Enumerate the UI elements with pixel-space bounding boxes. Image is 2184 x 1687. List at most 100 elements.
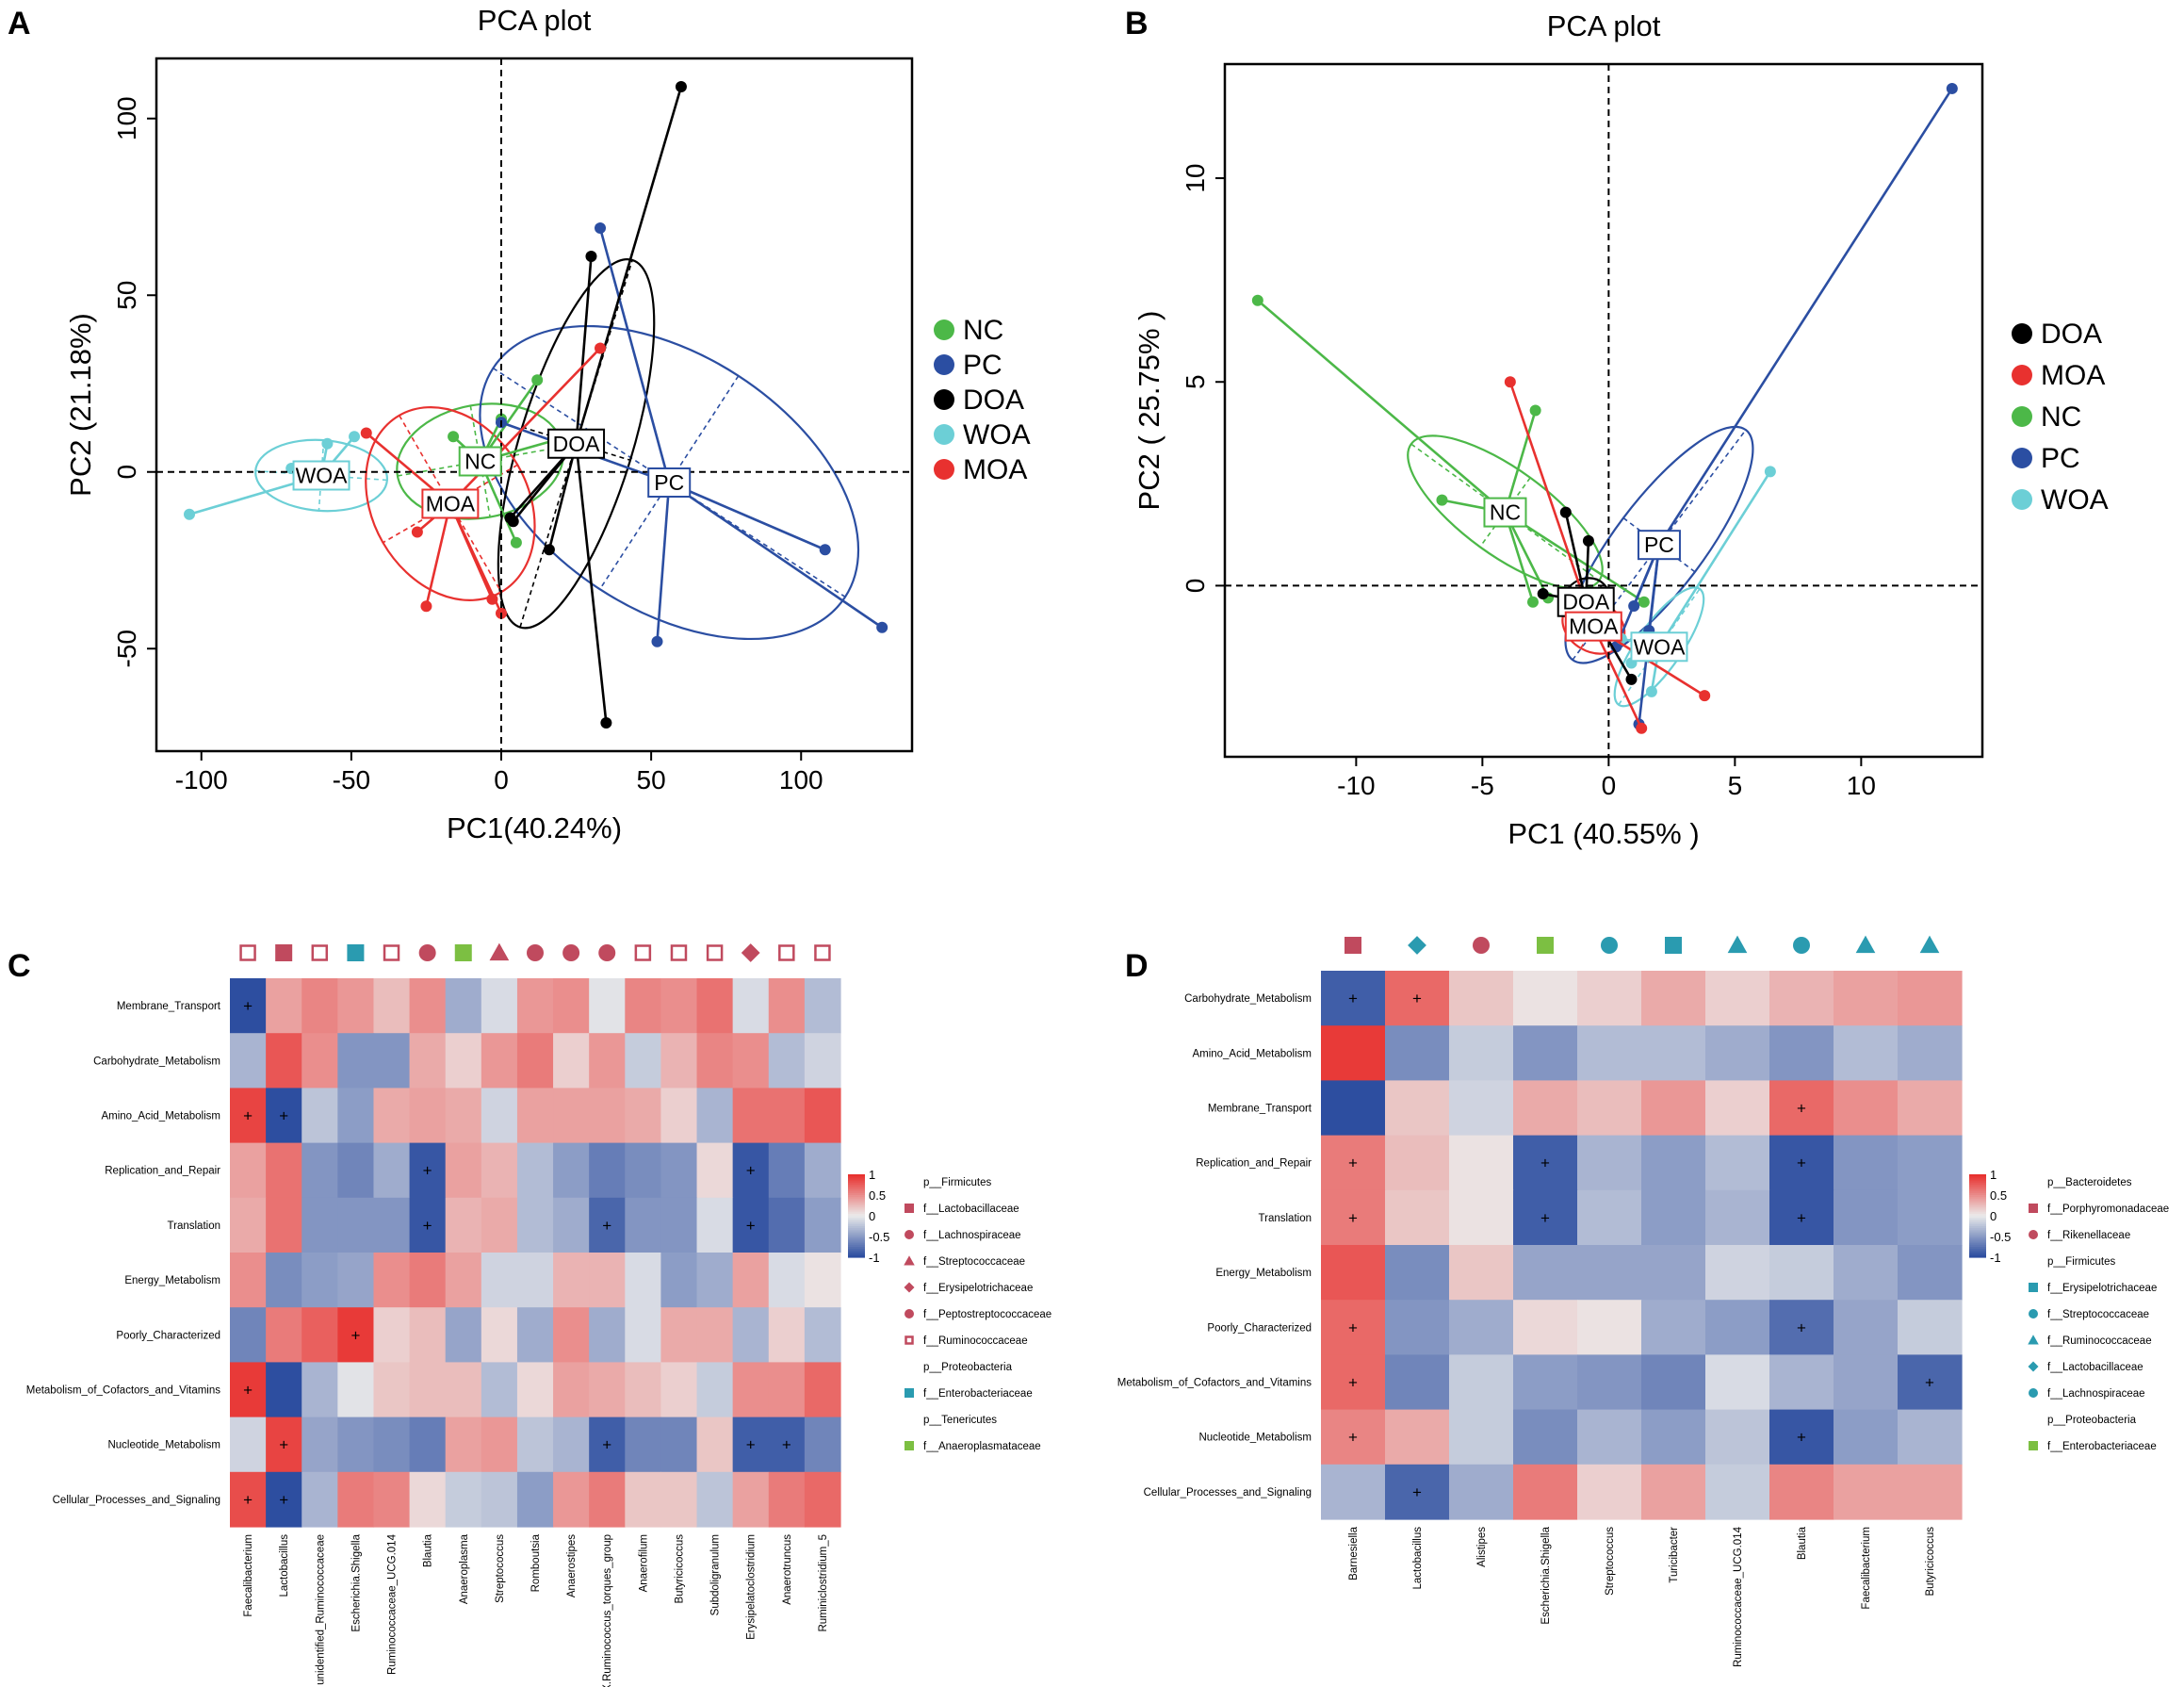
heatmap-cell: [660, 1142, 698, 1199]
heatmap-cell: [230, 1307, 267, 1363]
group-label-box-NC: [1483, 497, 1527, 528]
legend-label: f__Porphyromonadaceae: [2047, 1204, 2169, 1215]
point-MOA: [360, 427, 372, 439]
heatmap-cell: [409, 1417, 447, 1473]
heatmap-cell: [337, 1307, 375, 1363]
column-label: Barnesiella: [1348, 1526, 1360, 1580]
colorbar-segment: [1969, 1220, 1986, 1223]
y-tick-label: 50: [112, 281, 141, 310]
heatmap-cell: [1898, 1245, 1963, 1301]
heatmap-cell: [445, 1362, 482, 1418]
heatmap-cell: [804, 1142, 841, 1199]
column-marker: [1727, 935, 1748, 954]
legend-marker: [2029, 1441, 2038, 1450]
heatmap-cell: [804, 1307, 841, 1363]
heatmap-cell: [553, 1307, 590, 1363]
column-label: Streptococcus: [495, 1534, 506, 1603]
column-marker: [1408, 936, 1426, 955]
column-marker: [1793, 937, 1810, 954]
group-label-NC: NC: [465, 450, 496, 474]
colorbar-segment: [848, 1187, 865, 1189]
spider-line-MOA: [448, 502, 494, 600]
legend-marker-WOA: [2012, 489, 2032, 510]
heatmap-cell: [1385, 1354, 1450, 1411]
significance-mark: +: [243, 997, 253, 1015]
heatmap-cell: [589, 978, 626, 1034]
column-label: Anaerostipes: [566, 1534, 578, 1597]
heatmap-cell: [516, 1033, 554, 1089]
heatmap-cell: [373, 1253, 411, 1308]
heatmap-cell: [696, 1307, 734, 1363]
column-marker: [1473, 937, 1490, 954]
heatmap-cell: [1321, 1025, 1386, 1081]
heatmap-cell: [1385, 1245, 1450, 1301]
heatmap-cell: [1577, 1300, 1642, 1355]
heatmap-cell: [804, 1033, 841, 1089]
heatmap-cell: [1321, 1409, 1386, 1466]
column-label: Streptococcus: [1605, 1527, 1616, 1596]
colorbar-tick: -0.5: [1990, 1230, 2011, 1244]
column-marker: [1537, 937, 1554, 954]
heatmap-cell: [1513, 1409, 1578, 1466]
heatmap-cell: [1577, 1409, 1642, 1466]
colorbar-segment: [848, 1205, 865, 1208]
row-label: Replication_and_Repair: [1196, 1158, 1312, 1170]
colorbar-segment: [848, 1188, 865, 1192]
heatmap-cell: [1513, 1080, 1578, 1137]
heatmap-cell: [1769, 1245, 1834, 1301]
heatmap-cell: [1834, 1189, 1899, 1246]
heatmap-cell: [1321, 1300, 1386, 1355]
row-label: Nucleotide_Metabolism: [1198, 1433, 1312, 1444]
significance-mark: +: [1797, 1155, 1806, 1172]
heatmap-cell: [732, 1253, 770, 1308]
heatmap-cell: [373, 1362, 411, 1418]
heatmap-cell: [1321, 1245, 1386, 1301]
colorbar-segment: [1969, 1249, 1986, 1252]
colorbar-segment: [1969, 1187, 1986, 1189]
legend-marker-MOA: [2012, 365, 2032, 385]
heatmap-cell: [1834, 1080, 1899, 1137]
heatmap-cell: [266, 1142, 302, 1199]
heatmap-cell: [516, 1417, 554, 1473]
heatmap-cell: [445, 1142, 482, 1199]
ellipse-axis-major-DOA: [519, 259, 633, 628]
heatmap-cell: [337, 1362, 375, 1418]
heatmap-cell: [302, 1142, 338, 1199]
legend-label: f__Streptococcaceae: [2047, 1309, 2149, 1320]
heatmap-cell: [768, 1362, 806, 1418]
heatmap-cell: [409, 1033, 447, 1089]
legend-label: p__Firmicutes: [923, 1177, 991, 1188]
heatmap-cell: [266, 1033, 302, 1089]
colorbar-segment: [848, 1253, 865, 1256]
group-label-box-MOA: [421, 488, 480, 519]
heatmap-cell: [804, 1197, 841, 1253]
row-label: Energy_Metabolism: [124, 1275, 220, 1286]
heatmap-cell: [804, 1417, 841, 1473]
column-marker: [741, 943, 760, 962]
point-DOA: [1582, 534, 1594, 547]
heatmap-cell: [768, 1307, 806, 1363]
group-label-MOA: MOA: [1569, 614, 1619, 639]
point-MOA: [486, 593, 498, 605]
ellipse-axis-major-PC: [1572, 429, 1747, 661]
legend-label: f__Lachnospiraceae: [923, 1230, 1021, 1241]
heatmap-cell: [589, 1307, 626, 1363]
point-NC: [531, 374, 544, 386]
heatmap-cell: [1577, 1245, 1642, 1301]
heatmap-cell: [302, 978, 338, 1034]
colorbar-tick: 0: [869, 1209, 875, 1223]
point-PC: [876, 621, 888, 633]
column-label: Subdoligranulum: [710, 1534, 722, 1615]
point-NC: [1526, 596, 1539, 608]
column-label: Butyricicoccus: [674, 1534, 685, 1604]
panel-letter: C: [8, 948, 31, 984]
legend-marker-NC: [934, 319, 954, 340]
legend-label: p__Proteobacteria: [923, 1362, 1013, 1373]
heatmap-cell: [302, 1197, 338, 1253]
x-tick-label: 10: [1847, 771, 1876, 800]
heatmap-cell: [553, 1471, 590, 1528]
heatmap-cell: [230, 1253, 267, 1308]
legend-marker: [905, 1335, 914, 1345]
colorbar-segment: [1969, 1211, 1986, 1215]
